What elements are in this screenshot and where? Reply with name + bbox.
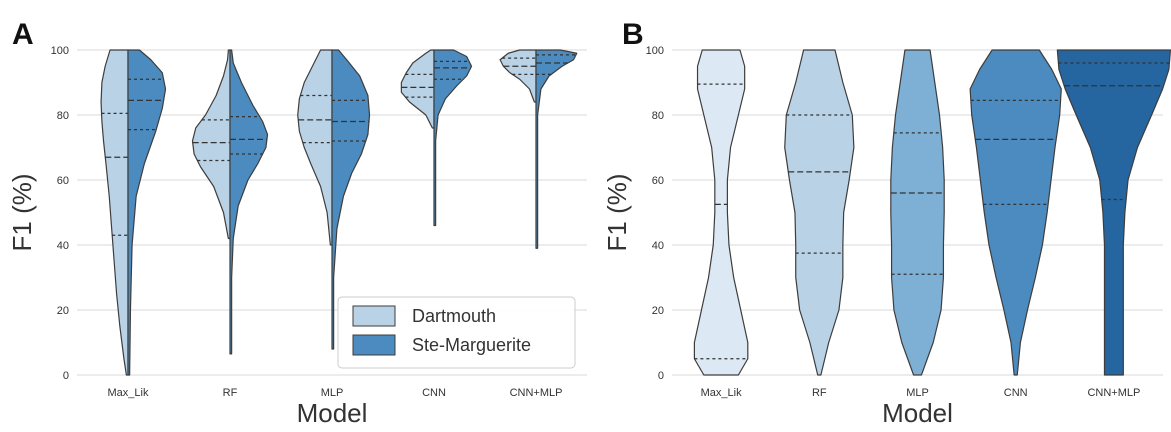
y-axis-label: F1 (%)	[602, 174, 632, 252]
violins	[693, 49, 1171, 376]
violins	[100, 49, 578, 376]
x-tick-label: MLP	[321, 387, 344, 399]
violin-cnn-mlp	[1056, 49, 1171, 376]
legend-swatch	[352, 334, 396, 356]
legend-box	[337, 296, 576, 369]
y-tick-label: 80	[57, 110, 69, 122]
x-tick-label: CNN	[422, 387, 446, 399]
y-tick-label: 60	[652, 175, 664, 187]
x-tick-label: Max_Lik	[701, 387, 742, 399]
legend-label: Dartmouth	[412, 306, 496, 326]
panel-a: A 0 20 40 60 80 100 Max_Lik RF MLP CNN CNN+MLP Model…	[7, 18, 587, 428]
x-tick-label: CNN+MLP	[1087, 387, 1140, 399]
violin-dartmouth-mlp	[297, 49, 333, 246]
violin-dartmouth-cnn-mlp	[499, 49, 537, 103]
y-tick-label: 0	[63, 370, 69, 382]
x-tick-label: CNN+MLP	[510, 387, 563, 399]
violin-dartmouth-max-lik	[100, 49, 129, 376]
x-tick-label: CNN	[1004, 387, 1028, 399]
violin-ste-marguerite-mlp	[331, 49, 371, 350]
violin-cnn	[969, 49, 1062, 376]
legend: Dartmouth Ste-Marguerite	[337, 296, 576, 369]
y-tick-label: 20	[652, 305, 664, 317]
x-tick-label: RF	[223, 387, 238, 399]
violin-mlp	[890, 49, 945, 376]
y-axis-label: F1 (%)	[7, 174, 37, 252]
y-tick-label: 100	[51, 45, 69, 57]
panel-b: B 0 20 40 60 80 100 Max_Lik RF MLP CNN CNN+MLP Model…	[602, 18, 1171, 428]
x-tick-label: MLP	[906, 387, 929, 399]
legend-label: Ste-Marguerite	[412, 335, 531, 355]
violin-ste-marguerite-cnn-mlp	[535, 49, 578, 249]
violin-rf	[784, 49, 855, 376]
y-tick-label: 100	[646, 45, 664, 57]
y-tick-label: 40	[57, 240, 69, 252]
y-tick-label: 80	[652, 110, 664, 122]
violin-dartmouth-cnn	[400, 49, 435, 129]
x-axis-label: Model	[297, 398, 368, 427]
x-tick-label: Max_Lik	[108, 387, 149, 399]
panel-label: B	[622, 18, 644, 51]
y-tick-label: 20	[57, 305, 69, 317]
y-tick-label: 40	[652, 240, 664, 252]
x-tick-label: RF	[812, 387, 827, 399]
x-axis-label: Model	[882, 398, 953, 427]
violin-ste-marguerite-cnn	[433, 49, 473, 227]
violin-dartmouth-rf	[191, 49, 231, 240]
y-tick-label: 0	[658, 370, 664, 382]
violin-ste-marguerite-max-lik	[127, 49, 167, 376]
violin-ste-marguerite-rf	[229, 49, 269, 355]
violin-max-lik	[693, 49, 749, 376]
legend-swatch	[352, 305, 396, 327]
y-tick-label: 60	[57, 175, 69, 187]
panel-label: A	[12, 18, 34, 51]
